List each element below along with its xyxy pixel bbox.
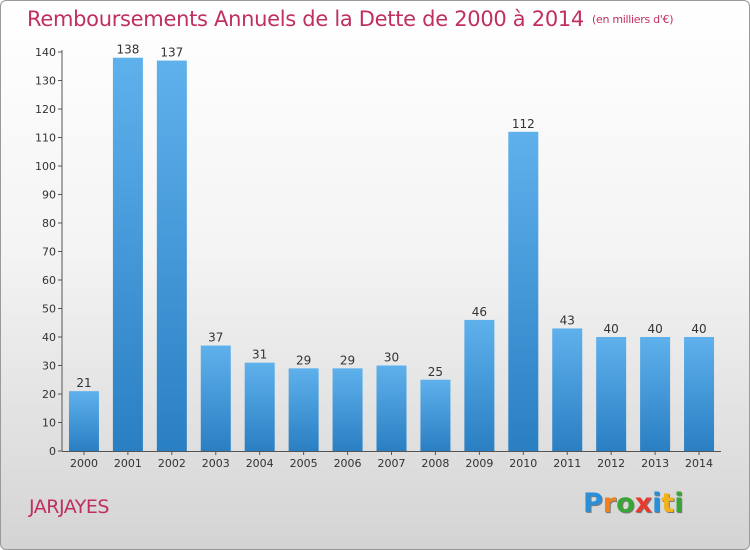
logo-letter: P bbox=[583, 488, 603, 519]
data-label-2003: 37 bbox=[208, 331, 223, 345]
y-tick-label: 20 bbox=[42, 388, 56, 401]
y-tick-label: 30 bbox=[42, 360, 56, 373]
x-tick-label-2009: 2009 bbox=[465, 457, 493, 470]
data-labels: 21 138 137 37 31 29 29 30 25 46 112 43 40 40 40 bbox=[76, 43, 706, 390]
data-label-2011: 43 bbox=[560, 313, 575, 327]
bar-2008 bbox=[420, 379, 451, 451]
bar-2006 bbox=[332, 368, 363, 451]
bars bbox=[68, 57, 715, 452]
x-tick-label-2011: 2011 bbox=[553, 457, 581, 470]
bar-2014 bbox=[684, 337, 715, 451]
data-label-2000: 21 bbox=[76, 376, 91, 390]
bar-2011 bbox=[552, 328, 583, 451]
y-tick-label: 50 bbox=[42, 303, 56, 316]
commune-name: JARJAYES bbox=[29, 496, 109, 518]
x-tick-label-2012: 2012 bbox=[597, 457, 625, 470]
proxiti-logo[interactable]: Proxiti bbox=[583, 488, 684, 519]
x-tick-label-2003: 2003 bbox=[202, 457, 230, 470]
bar-2012 bbox=[596, 337, 627, 451]
logo-letter: t bbox=[661, 488, 675, 519]
bar-2010 bbox=[508, 131, 539, 452]
chart-title-text: Remboursements Annuels de la Dette de 20… bbox=[27, 7, 584, 31]
x-axis: 2000 2001 2002 2003 2004 2005 2006 2007 2008 2009… bbox=[62, 451, 721, 470]
data-label-2001: 138 bbox=[116, 43, 139, 57]
y-tick-label: 40 bbox=[42, 331, 56, 344]
x-tick-label-2014: 2014 bbox=[685, 457, 713, 470]
data-label-2006: 29 bbox=[340, 353, 355, 367]
y-tick-label: 90 bbox=[42, 189, 56, 202]
bar-2003 bbox=[200, 345, 231, 451]
logo-letter: o bbox=[616, 488, 635, 519]
x-tick-label-2007: 2007 bbox=[378, 457, 406, 470]
y-tick-label: 80 bbox=[42, 217, 56, 230]
bar-2005 bbox=[288, 368, 319, 451]
x-tick-label-2005: 2005 bbox=[290, 457, 318, 470]
x-tick-label-2010: 2010 bbox=[509, 457, 537, 470]
data-label-2009: 46 bbox=[472, 305, 487, 319]
logo-letter: x bbox=[634, 488, 653, 519]
bar-2007 bbox=[376, 365, 407, 451]
data-label-2013: 40 bbox=[647, 322, 662, 336]
x-tick-label-2001: 2001 bbox=[114, 457, 142, 470]
data-label-2010: 112 bbox=[512, 117, 535, 131]
logo-letter: i bbox=[674, 488, 684, 519]
bar-2001 bbox=[112, 57, 143, 451]
y-tick-label: 70 bbox=[42, 246, 56, 259]
data-label-2014: 40 bbox=[691, 322, 706, 336]
x-tick-label-2013: 2013 bbox=[641, 457, 669, 470]
x-tick-label-2008: 2008 bbox=[421, 457, 449, 470]
bar-2000 bbox=[68, 391, 99, 451]
bar-2009 bbox=[464, 319, 495, 451]
y-tick-label: 120 bbox=[35, 103, 56, 116]
y-tick-label: 110 bbox=[35, 132, 56, 145]
x-tick-label-2002: 2002 bbox=[158, 457, 186, 470]
logo-letter: r bbox=[602, 488, 617, 519]
data-label-2005: 29 bbox=[296, 353, 311, 367]
y-tick-label: 60 bbox=[42, 274, 56, 287]
data-label-2007: 30 bbox=[384, 351, 399, 365]
unit-note: (en milliers d'€) bbox=[592, 13, 674, 26]
data-label-2004: 31 bbox=[252, 348, 267, 362]
bar-2004 bbox=[244, 362, 275, 451]
data-label-2012: 40 bbox=[604, 322, 619, 336]
bar-2013 bbox=[640, 337, 671, 451]
y-tick-label: 130 bbox=[35, 75, 56, 88]
x-tick-label-2000: 2000 bbox=[70, 457, 98, 470]
data-label-2002: 137 bbox=[160, 46, 183, 60]
y-tick-label: 10 bbox=[42, 417, 56, 430]
x-tick-label-2004: 2004 bbox=[246, 457, 274, 470]
chart-title: Remboursements Annuels de la Dette de 20… bbox=[27, 7, 673, 31]
y-tick-label: 140 bbox=[35, 46, 56, 59]
logo-letter: i bbox=[652, 488, 662, 519]
y-tick-label: 100 bbox=[35, 160, 56, 173]
data-label-2008: 25 bbox=[428, 365, 443, 379]
y-axis: 0 10 20 30 40 50 60 70 80 90 100 110 120 130 140 bbox=[35, 46, 63, 458]
x-tick-label-2006: 2006 bbox=[334, 457, 362, 470]
y-tick-label: 0 bbox=[49, 445, 56, 458]
bar-2002 bbox=[156, 60, 187, 452]
